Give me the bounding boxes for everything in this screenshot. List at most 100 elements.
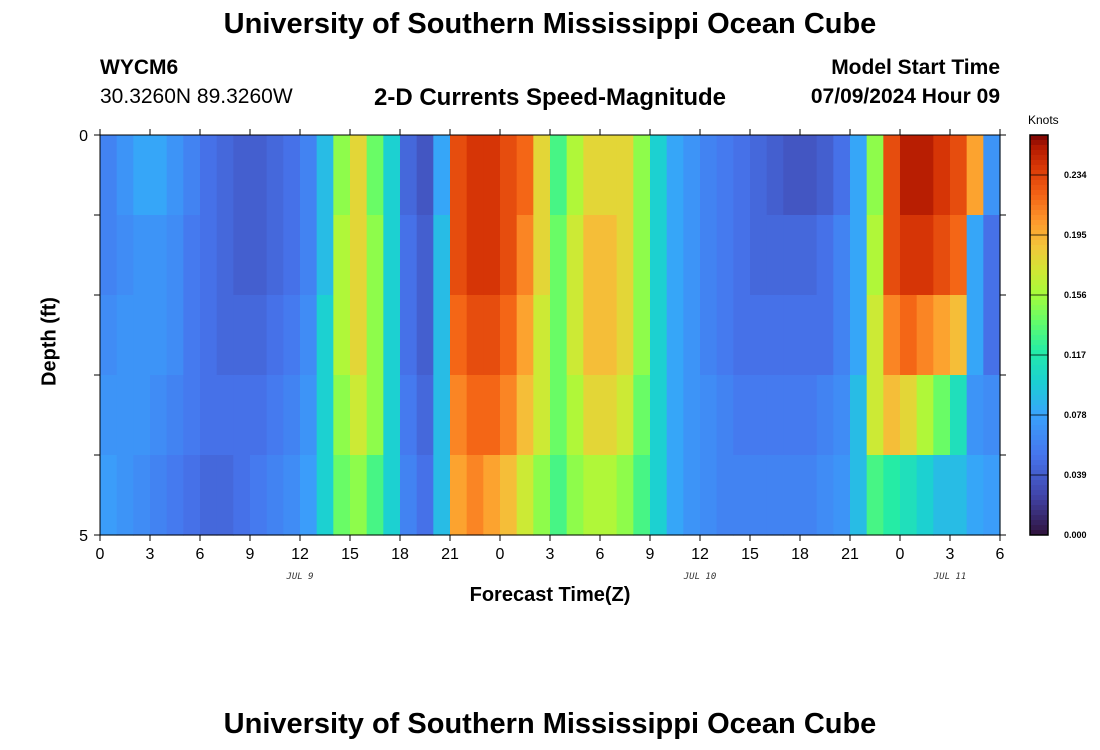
heatmap-cell	[516, 215, 534, 296]
heatmap-cell	[383, 135, 401, 216]
colorbar-segment	[1030, 195, 1048, 201]
heatmap-cell	[583, 135, 601, 216]
heatmap-cell	[816, 375, 834, 456]
heatmap-cell	[283, 455, 301, 536]
heatmap-cell	[900, 135, 918, 216]
heatmap-cell	[466, 135, 484, 216]
heatmap-cell	[700, 455, 718, 536]
heatmap-cell	[316, 295, 334, 376]
heatmap-cell	[833, 135, 851, 216]
heatmap-cell	[416, 455, 434, 536]
heatmap-cell	[416, 295, 434, 376]
heatmap-cell	[883, 375, 901, 456]
heatmap-cell	[100, 215, 118, 296]
heatmap-cell	[166, 455, 184, 536]
colorbar-segment	[1030, 210, 1048, 216]
heatmap-cell	[983, 215, 1001, 296]
heatmap-cell	[333, 135, 351, 216]
heatmap-cell	[883, 455, 901, 536]
colorbar-segment	[1030, 450, 1048, 456]
heatmap-cell	[783, 455, 801, 536]
colorbar-segment	[1030, 470, 1048, 476]
heatmap-cell	[733, 455, 751, 536]
date-labels: JUL 9 JUL 10 JUL 11	[285, 572, 966, 582]
heatmap-cell	[316, 375, 334, 456]
heatmap-cell	[750, 135, 768, 216]
heatmap-cell	[583, 375, 601, 456]
heatmap-cell	[150, 215, 168, 296]
colorbar-segment	[1030, 220, 1048, 226]
heatmap-cell	[950, 455, 968, 536]
heatmap-cell	[516, 455, 534, 536]
heatmap-cell	[666, 135, 684, 216]
heatmap-cell	[766, 375, 784, 456]
heatmap-cell	[483, 295, 501, 376]
heatmap-cell	[783, 295, 801, 376]
heatmap-cell	[466, 455, 484, 536]
heatmap-cell	[266, 375, 284, 456]
heatmap-cell	[183, 295, 201, 376]
heatmap-cell	[300, 295, 318, 376]
heatmap-cell	[650, 215, 668, 296]
heatmap-cell	[216, 455, 234, 536]
colorbar-segment	[1030, 430, 1048, 436]
heatmap-cell	[716, 135, 734, 216]
heatmap-cell	[900, 375, 918, 456]
heatmap-cell	[150, 135, 168, 216]
heatmap-cell	[450, 295, 468, 376]
heatmap-cell	[866, 455, 884, 536]
heatmap-cell	[183, 455, 201, 536]
x-tick-label: 0	[496, 546, 505, 563]
heatmap-cell	[133, 135, 151, 216]
heatmap-cell	[200, 455, 218, 536]
colorbar-segment	[1030, 170, 1048, 176]
heatmap-cell	[416, 135, 434, 216]
heatmap-cell	[950, 135, 968, 216]
x-tick-label: 18	[791, 546, 809, 563]
x-tick-label: 18	[391, 546, 409, 563]
heatmap-cell	[283, 375, 301, 456]
heatmap-cell	[250, 215, 268, 296]
heatmap-cell	[350, 135, 368, 216]
heatmap-cell	[666, 295, 684, 376]
heatmap-cell	[300, 375, 318, 456]
heatmap-cell	[300, 215, 318, 296]
colorbar-segment	[1030, 460, 1048, 466]
heatmap-cell	[833, 215, 851, 296]
heatmap-cell	[966, 135, 984, 216]
heatmap-cell	[916, 135, 934, 216]
colorbar-tick-label: 0.117	[1064, 350, 1086, 360]
colorbar-segment	[1030, 255, 1048, 261]
heatmap-cell	[450, 215, 468, 296]
colorbar-segment	[1030, 525, 1048, 531]
heatmap-cell	[500, 135, 518, 216]
heatmap-cell	[383, 455, 401, 536]
colorbar-title: Knots	[1028, 113, 1059, 127]
heatmap-cell	[466, 295, 484, 376]
colorbar-segment	[1030, 285, 1048, 291]
heatmap-cell	[133, 215, 151, 296]
heatmap-cell	[933, 135, 951, 216]
colorbar-segment	[1030, 360, 1048, 366]
colorbar-segment	[1030, 495, 1048, 501]
heatmap-cell	[100, 135, 118, 216]
heatmap-cell	[650, 375, 668, 456]
colorbar-segment	[1030, 425, 1048, 431]
colorbar-segment	[1030, 310, 1048, 316]
heatmap-cell	[733, 135, 751, 216]
colorbar-segment	[1030, 330, 1048, 336]
heatmap-cell	[850, 295, 868, 376]
heatmap-cell	[850, 135, 868, 216]
heatmap-cell	[433, 295, 451, 376]
heatmap-cell	[983, 375, 1001, 456]
model-start-label: Model Start Time	[831, 56, 1000, 79]
heatmap-cell	[233, 295, 251, 376]
colorbar-segment	[1030, 260, 1048, 266]
heatmap-cell	[483, 375, 501, 456]
date-label: JUL 10	[683, 572, 717, 582]
x-tick-label: 15	[341, 546, 359, 563]
heatmap-cell	[600, 135, 618, 216]
heatmap-cell	[233, 215, 251, 296]
colorbar-segment	[1030, 510, 1048, 516]
